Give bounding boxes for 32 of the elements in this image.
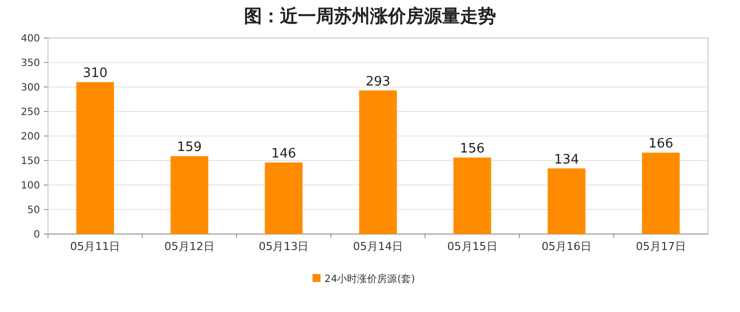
bar [264,162,303,234]
x-tick-label: 05月14日 [353,240,403,253]
data-label: 293 [366,74,390,90]
chart-title: 图：近一周苏州涨价房源量走势 [244,6,496,27]
data-label: 310 [82,66,108,82]
y-tick-label: 150 [20,156,40,167]
y-tick-label: 250 [20,107,40,118]
y-tick-label: 50 [27,205,40,216]
y-tick-label: 300 [20,82,40,94]
bar [548,168,586,234]
x-tick-label: 05月16日 [542,240,592,253]
bar [453,158,492,234]
data-label: 166 [648,136,674,152]
bar [359,90,397,234]
data-label: 156 [460,142,485,157]
data-label: 134 [554,152,579,168]
x-tick-label: 05月13日 [258,240,309,253]
bar [642,152,680,234]
bar [76,82,114,234]
data-label: 146 [271,146,296,162]
y-tick-label: 200 [20,132,40,142]
y-tick-label: 0 [34,230,40,240]
x-tick-label: 05月15日 [447,240,498,253]
x-tick-label: 05月12日 [164,240,214,253]
y-tick-label: 400 [20,34,40,44]
x-tick-label: 05月11日 [70,240,120,253]
legend-label: 24小时涨价房源(套) [324,273,416,285]
y-tick-label: 100 [20,180,40,192]
y-tick-label: 350 [20,58,40,69]
data-label: 159 [177,140,202,156]
x-tick-label: 05月17日 [636,240,686,253]
bar [170,156,208,234]
